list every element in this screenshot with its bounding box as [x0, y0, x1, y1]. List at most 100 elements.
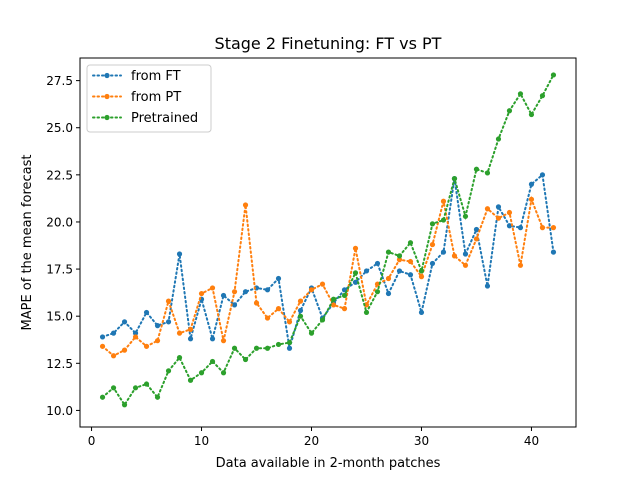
data-point: [297, 307, 304, 314]
data-point: [484, 170, 491, 176]
data-point: [495, 215, 502, 221]
x-tick-label: 40: [524, 434, 539, 448]
data-point: [231, 302, 238, 308]
legend-box: [86, 64, 212, 133]
data-point: [165, 319, 172, 325]
data-point: [539, 225, 546, 231]
y-tick-label: 27.5: [46, 74, 73, 88]
data-point: [143, 309, 150, 316]
data-point: [286, 345, 293, 351]
data-point: [473, 236, 480, 242]
data-point: [330, 296, 337, 302]
y-tick-label: 25.0: [46, 121, 73, 135]
data-point: [286, 339, 293, 346]
data-point: [407, 272, 414, 278]
data-point: [242, 289, 249, 295]
data-point: [396, 253, 403, 259]
data-point: [253, 300, 260, 306]
data-point: [550, 225, 557, 231]
data-point: [176, 251, 183, 257]
data-point: [341, 306, 348, 312]
data-point: [231, 289, 238, 295]
data-point: [539, 93, 546, 99]
data-point: [99, 343, 106, 349]
legend-marker: [104, 93, 110, 100]
data-point: [462, 213, 469, 219]
data-point: [264, 345, 271, 351]
data-point: [429, 260, 436, 267]
data-point: [330, 302, 337, 308]
x-tick-label: 20: [304, 434, 319, 448]
data-point: [297, 298, 304, 304]
series-pretrained: [99, 72, 557, 408]
data-point: [99, 334, 106, 340]
data-point: [352, 270, 359, 276]
data-point: [187, 336, 194, 342]
chart-title: Stage 2 Finetuning: FT vs PT: [215, 34, 442, 53]
legend-label: Pretrained: [131, 111, 198, 126]
data-point: [539, 172, 546, 178]
axes-frame: [79, 57, 577, 428]
data-point: [484, 206, 491, 212]
x-axis-label: Data available in 2-month patches: [216, 456, 441, 471]
data-point: [528, 181, 535, 187]
data-point: [264, 287, 271, 293]
legend-entry: Pretrained: [92, 111, 198, 126]
data-point: [176, 355, 183, 361]
y-tick-label: 22.5: [46, 168, 73, 182]
data-point: [308, 287, 315, 293]
y-axis-label: MAPE of the mean forecast: [20, 155, 35, 331]
data-point: [385, 290, 392, 297]
legend: from FT from PT Pretrained: [86, 64, 212, 133]
x-tick-label: 10: [194, 434, 209, 448]
data-point: [352, 245, 359, 251]
series-line: [101, 195, 555, 357]
data-point: [121, 319, 128, 325]
data-point: [242, 202, 249, 208]
data-point: [385, 275, 392, 282]
data-point: [374, 281, 381, 287]
data-point: [154, 323, 161, 329]
x-axis-ticks: 0 10 20 30 40: [88, 427, 539, 448]
data-point: [451, 253, 458, 259]
data-point: [198, 370, 205, 376]
data-point: [495, 204, 502, 210]
data-point: [154, 394, 161, 400]
data-point: [110, 330, 117, 336]
data-point: [473, 166, 480, 172]
data-point: [517, 91, 524, 97]
data-point: [286, 319, 293, 325]
data-point: [440, 217, 447, 223]
data-point: [374, 289, 381, 295]
data-point: [231, 345, 238, 351]
data-point: [132, 330, 139, 336]
data-point: [220, 370, 227, 376]
data-point: [528, 111, 535, 118]
data-point: [143, 343, 150, 349]
data-point: [517, 262, 524, 268]
data-point: [253, 345, 260, 351]
data-point: [187, 326, 194, 332]
data-point: [506, 108, 513, 114]
legend-marker: [104, 72, 110, 79]
data-point: [418, 274, 425, 280]
data-point: [440, 198, 447, 204]
data-point: [341, 292, 348, 299]
data-point: [165, 368, 172, 374]
legend-label: from FT: [131, 69, 181, 84]
data-point: [187, 377, 194, 383]
data-point: [121, 402, 128, 408]
data-point: [363, 309, 370, 316]
data-point: [385, 249, 392, 255]
y-tick-label: 20.0: [46, 215, 73, 229]
data-point: [220, 292, 227, 299]
y-tick-label: 12.5: [46, 357, 73, 371]
data-point: [308, 330, 315, 336]
data-point: [198, 290, 205, 297]
legend-marker: [104, 114, 110, 121]
series-layer: [99, 72, 557, 408]
data-point: [440, 249, 447, 255]
data-point: [143, 381, 150, 387]
data-point: [110, 353, 117, 359]
